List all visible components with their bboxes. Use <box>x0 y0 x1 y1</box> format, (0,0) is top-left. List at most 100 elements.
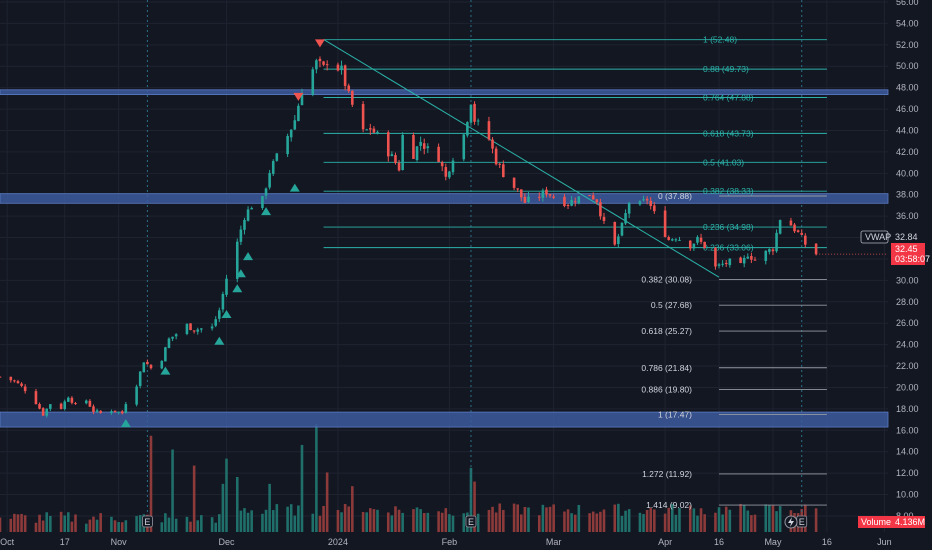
candle-body <box>67 397 70 402</box>
volume-bar <box>541 504 545 532</box>
candle-body <box>84 400 88 404</box>
volume-tag-value: 4.136M <box>895 517 925 527</box>
x-tick-label: Apr <box>658 537 672 547</box>
candle-body <box>667 237 670 240</box>
y-tick-label: 26.00 <box>896 318 919 328</box>
x-tick-label: 2024 <box>328 537 348 547</box>
volume-bar <box>462 513 466 532</box>
candle-body <box>520 189 523 198</box>
volume-bar <box>9 518 13 532</box>
volume-bar <box>764 504 768 532</box>
candle-body <box>627 203 631 214</box>
buy-marker <box>160 366 171 375</box>
volume-bar <box>361 511 365 532</box>
candle-body <box>0 376 2 378</box>
candle-body <box>573 201 577 203</box>
price-tag-countdown: 03:58:07 <box>895 254 930 264</box>
y-tick-label: 22.00 <box>896 361 919 371</box>
buy-marker <box>243 252 254 261</box>
volume-bar <box>63 515 67 532</box>
candle-body <box>692 243 696 249</box>
buy-marker <box>235 269 246 278</box>
fib-upper-label: 0.618 (43.73) <box>703 128 754 138</box>
sell-marker <box>293 92 304 101</box>
trendline[interactable] <box>323 39 720 278</box>
candle-body <box>149 364 153 369</box>
candle-body <box>426 146 430 149</box>
volume-bar <box>397 509 401 532</box>
candle-body <box>390 154 394 157</box>
x-tick-label: Nov <box>111 537 128 547</box>
candle-body <box>297 105 300 122</box>
volume-bar <box>300 444 304 532</box>
volume-bar <box>627 509 631 532</box>
fib-lower-label: 1 (17.47) <box>658 410 692 420</box>
volume-bar <box>419 509 422 532</box>
volume-bar <box>110 516 113 532</box>
candle-body <box>20 383 23 386</box>
support-resistance-zones[interactable] <box>0 89 889 428</box>
volume-bar <box>124 520 128 532</box>
candle-body <box>174 334 178 337</box>
volume-bar <box>520 514 523 532</box>
candle-body <box>300 93 304 106</box>
lightning-icon[interactable] <box>784 515 798 529</box>
volume-bar <box>573 514 577 532</box>
candle-body <box>218 310 221 319</box>
y-tick-label: 38.00 <box>896 190 919 200</box>
fib-upper-label: 0.236 (33.06) <box>703 243 754 253</box>
candle-body <box>642 199 645 201</box>
volume-bar <box>692 508 696 532</box>
volume-bar <box>620 515 624 532</box>
candle-body <box>602 216 606 221</box>
candle-body <box>753 259 757 261</box>
y-tick-label: 20.00 <box>896 382 919 392</box>
volume-bar <box>473 481 476 532</box>
volume-bar <box>38 514 41 532</box>
volume-bar <box>599 511 602 532</box>
volume-bar <box>448 514 451 532</box>
buy-marker <box>232 284 243 293</box>
volume-bar <box>311 513 315 532</box>
fib-lower-label: 0.382 (30.08) <box>641 275 692 285</box>
candle-body <box>185 324 189 334</box>
volume-bar <box>714 512 717 532</box>
volume-bar <box>595 513 599 532</box>
earnings-date-lines <box>146 0 803 514</box>
vwap-value: 32.84 <box>895 232 918 242</box>
volume-bar <box>117 522 120 532</box>
x-tick-label: 17 <box>60 537 70 547</box>
price-axis[interactable]: 8.00 10.00 12.00 14.00 16.00 18.00 20.00 22.00 2… <box>896 0 919 521</box>
candle-body <box>444 167 448 177</box>
volume-bar <box>476 513 480 532</box>
candle-body <box>88 400 92 407</box>
fibonacci-retracement[interactable]: 1 (52.48) 0.88 (49.73) 0.764 (47.08) 0.618 … <box>323 35 827 510</box>
candle-body <box>796 230 800 232</box>
candle-body <box>289 129 293 138</box>
candle-body <box>167 338 171 348</box>
volume-bar <box>92 516 95 532</box>
candles <box>0 56 888 418</box>
candle-body <box>192 330 196 332</box>
candle-body <box>563 196 566 207</box>
candle-body <box>376 131 379 134</box>
candle-body <box>347 85 351 92</box>
candle-body <box>142 362 146 373</box>
candle-body <box>699 237 703 242</box>
buy-marker <box>214 336 225 345</box>
volume-bar <box>642 514 645 532</box>
volume-bar <box>469 467 473 532</box>
volume-bar <box>739 503 742 532</box>
candle-body <box>527 196 530 203</box>
volume-bar <box>728 509 732 532</box>
volume-bar <box>491 506 494 532</box>
x-tick-label: Mar <box>546 537 562 547</box>
volume-bar <box>347 506 351 532</box>
x-tick-label: Dec <box>218 537 235 547</box>
candle-body <box>275 153 279 161</box>
volume-bar <box>670 504 674 532</box>
time-axis[interactable]: Oct 17 Nov Dec 2024 Feb Mar Apr 16 May 16 Jun <box>0 537 891 547</box>
volume-bar <box>214 522 218 532</box>
